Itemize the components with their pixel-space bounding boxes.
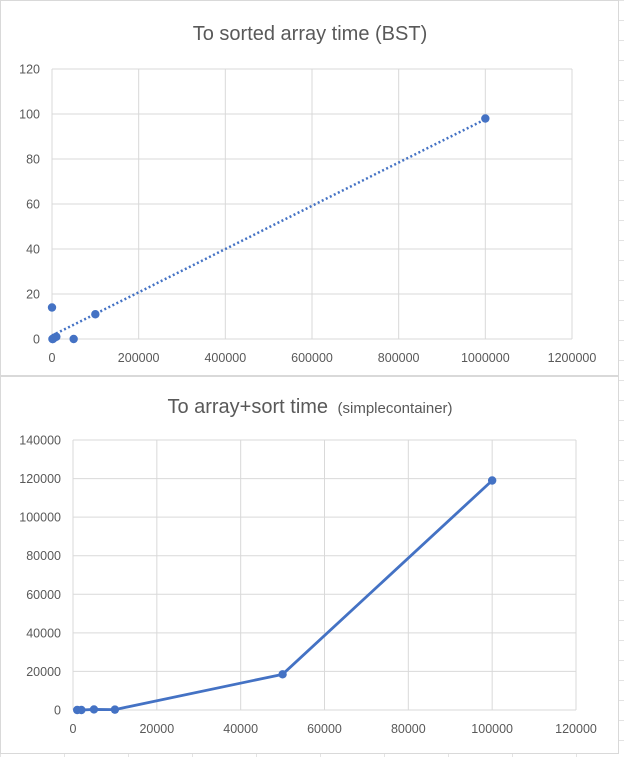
trendline xyxy=(51,118,486,337)
data-point xyxy=(77,705,86,715)
x-tick-label: 200000 xyxy=(118,351,160,365)
y-tick-label: 80000 xyxy=(26,549,61,563)
data-point xyxy=(487,476,497,485)
x-tick-label: 20000 xyxy=(139,722,174,736)
x-tick-label: 100000 xyxy=(471,722,513,736)
y-tick-label: 80 xyxy=(26,153,40,167)
chart-title: To sorted array time (BST) xyxy=(193,23,428,45)
y-tick-label: 140000 xyxy=(19,434,61,448)
chart-bst-svg: To sorted array time (BST) 0 20 40 60 80 100 1… xyxy=(19,23,597,365)
y-tick-label: 20 xyxy=(26,288,40,302)
y-tick-label: 0 xyxy=(54,704,61,718)
data-point xyxy=(110,705,120,714)
x-tick-label: 1200000 xyxy=(548,351,597,365)
y-tick-label: 0 xyxy=(33,333,40,347)
y-tick-label: 100 xyxy=(19,108,40,122)
x-tick-label: 80000 xyxy=(391,722,426,736)
x-tick-label: 120000 xyxy=(555,722,597,736)
data-point xyxy=(89,705,99,714)
data-point xyxy=(52,332,61,341)
x-tick-label: 0 xyxy=(70,722,77,736)
x-tick-label: 800000 xyxy=(378,351,420,365)
data-point xyxy=(91,310,100,319)
y-tick-label: 20000 xyxy=(26,665,61,679)
x-tick-label: 40000 xyxy=(223,722,258,736)
y-tick-label: 60 xyxy=(26,198,40,212)
chart-title-main: To array+sort time xyxy=(167,396,328,418)
data-point xyxy=(278,670,287,679)
y-tick-label: 40 xyxy=(26,243,40,257)
x-tick-label: 0 xyxy=(49,351,56,365)
data-point xyxy=(69,334,78,344)
y-tick-label: 120000 xyxy=(19,472,61,486)
x-tick-label: 60000 xyxy=(307,722,342,736)
data-point xyxy=(481,114,490,123)
chart-array-sort[interactable]: To array+sort time (simplecontainer) 0 20… xyxy=(0,376,619,754)
y-tick-label: 60000 xyxy=(26,588,61,602)
data-point xyxy=(47,303,57,312)
y-tick-label: 120 xyxy=(19,63,40,77)
chart-title-sub: (simplecontainer) xyxy=(338,400,453,417)
x-tick-label: 1000000 xyxy=(461,351,510,365)
chart-title: To array+sort time (simplecontainer) xyxy=(167,396,452,418)
y-tick-label: 100000 xyxy=(19,511,61,525)
x-tick-label: 400000 xyxy=(204,351,246,365)
chart-bst-sorted-array[interactable]: To sorted array time (BST) 0 20 40 60 80 100 1… xyxy=(0,0,619,376)
x-tick-label: 600000 xyxy=(291,351,333,365)
y-tick-label: 40000 xyxy=(26,626,61,640)
chart-array-sort-svg: To array+sort time (simplecontainer) 0 20… xyxy=(19,396,597,736)
